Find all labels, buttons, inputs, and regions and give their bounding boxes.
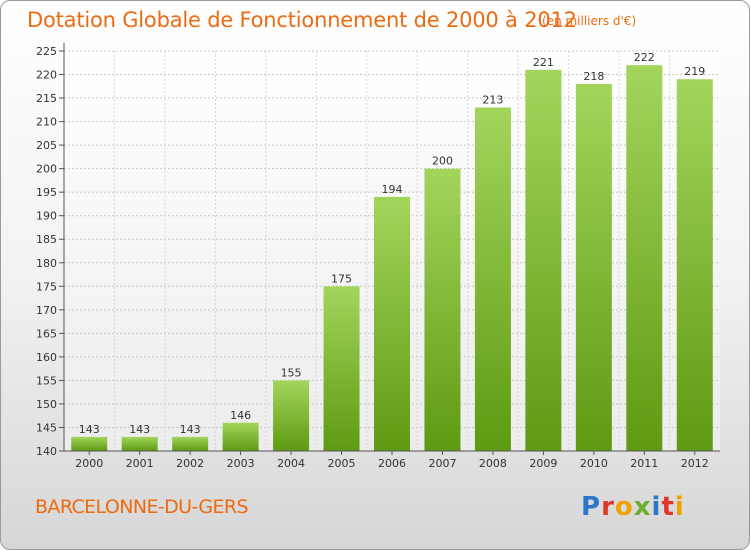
bar-2003 [222, 422, 259, 451]
logo-letter: t [661, 492, 675, 522]
bar-2005 [323, 286, 360, 451]
y-tick-label: 155 [36, 374, 57, 387]
bar-2007 [424, 168, 461, 451]
value-label: 155 [281, 366, 302, 379]
value-label: 219 [684, 65, 705, 78]
y-tick-label: 140 [36, 445, 57, 458]
value-label: 222 [634, 51, 655, 64]
value-label: 143 [129, 423, 150, 436]
x-tick-label: 2007 [428, 457, 456, 470]
y-tick-label: 215 [36, 92, 57, 105]
value-label: 143 [79, 423, 100, 436]
chart-unit: (en milliers d'€) [542, 14, 637, 28]
y-tick-label: 190 [36, 210, 57, 223]
x-tick-label: 2001 [126, 457, 154, 470]
value-label: 175 [331, 272, 352, 285]
logo-letter: x [633, 492, 652, 522]
y-tick-label: 165 [36, 327, 57, 340]
y-tick-label: 225 [36, 45, 57, 58]
y-tick-label: 210 [36, 116, 57, 129]
bar-2010 [575, 83, 612, 452]
value-label: 143 [180, 423, 201, 436]
x-tick-label: 2011 [630, 457, 658, 470]
y-tick-label: 200 [36, 163, 57, 176]
y-tick-label: 205 [36, 139, 57, 152]
x-tick-label: 2005 [328, 457, 356, 470]
bar-2004 [273, 380, 310, 451]
y-tick-label: 160 [36, 351, 57, 364]
bar-2012 [676, 79, 713, 451]
y-tick-label: 145 [36, 421, 57, 434]
y-tick-label: 220 [36, 69, 57, 82]
value-label: 146 [230, 409, 251, 422]
bar-2001 [121, 436, 158, 451]
proxiti-logo: Proxiti [581, 492, 685, 522]
y-tick-label: 170 [36, 304, 57, 317]
x-tick-label: 2008 [479, 457, 507, 470]
x-tick-label: 2004 [277, 457, 305, 470]
chart-title: Dotation Globale de Fonctionnement de 20… [27, 8, 577, 32]
bar-2009 [525, 69, 562, 451]
y-tick-label: 175 [36, 280, 57, 293]
x-tick-label: 2010 [580, 457, 608, 470]
x-tick-label: 2000 [75, 457, 103, 470]
value-label: 200 [432, 155, 453, 168]
x-tick-label: 2012 [681, 457, 709, 470]
bar-2000 [71, 436, 108, 451]
axes: 1401451501551601651701751801851901952002… [36, 43, 720, 470]
value-label: 194 [382, 183, 403, 196]
x-tick-label: 2003 [227, 457, 255, 470]
x-tick-label: 2002 [176, 457, 204, 470]
value-label: 213 [482, 93, 503, 106]
logo-letter: P [581, 492, 602, 522]
logo-letter: r [601, 492, 615, 522]
x-tick-label: 2009 [529, 457, 557, 470]
y-tick-label: 185 [36, 233, 57, 246]
x-tick-label: 2006 [378, 457, 406, 470]
value-label: 218 [583, 70, 604, 83]
bar-2006 [374, 196, 410, 451]
y-tick-label: 180 [36, 257, 57, 270]
logo-letter: o [614, 492, 634, 522]
bar-2002 [172, 436, 209, 451]
bars: 143 143 143 146 155 175 194 200 213 221 218 222 219 [71, 51, 713, 452]
value-label: 221 [533, 56, 554, 69]
y-tick-label: 195 [36, 186, 57, 199]
logo-letter: i [651, 492, 662, 522]
logo-letter: i [674, 492, 685, 522]
bar-2011 [626, 65, 663, 451]
commune-name: BARCELONNE-DU-GERS [35, 496, 249, 518]
y-tick-label: 150 [36, 398, 57, 411]
bar-2008 [474, 107, 511, 452]
